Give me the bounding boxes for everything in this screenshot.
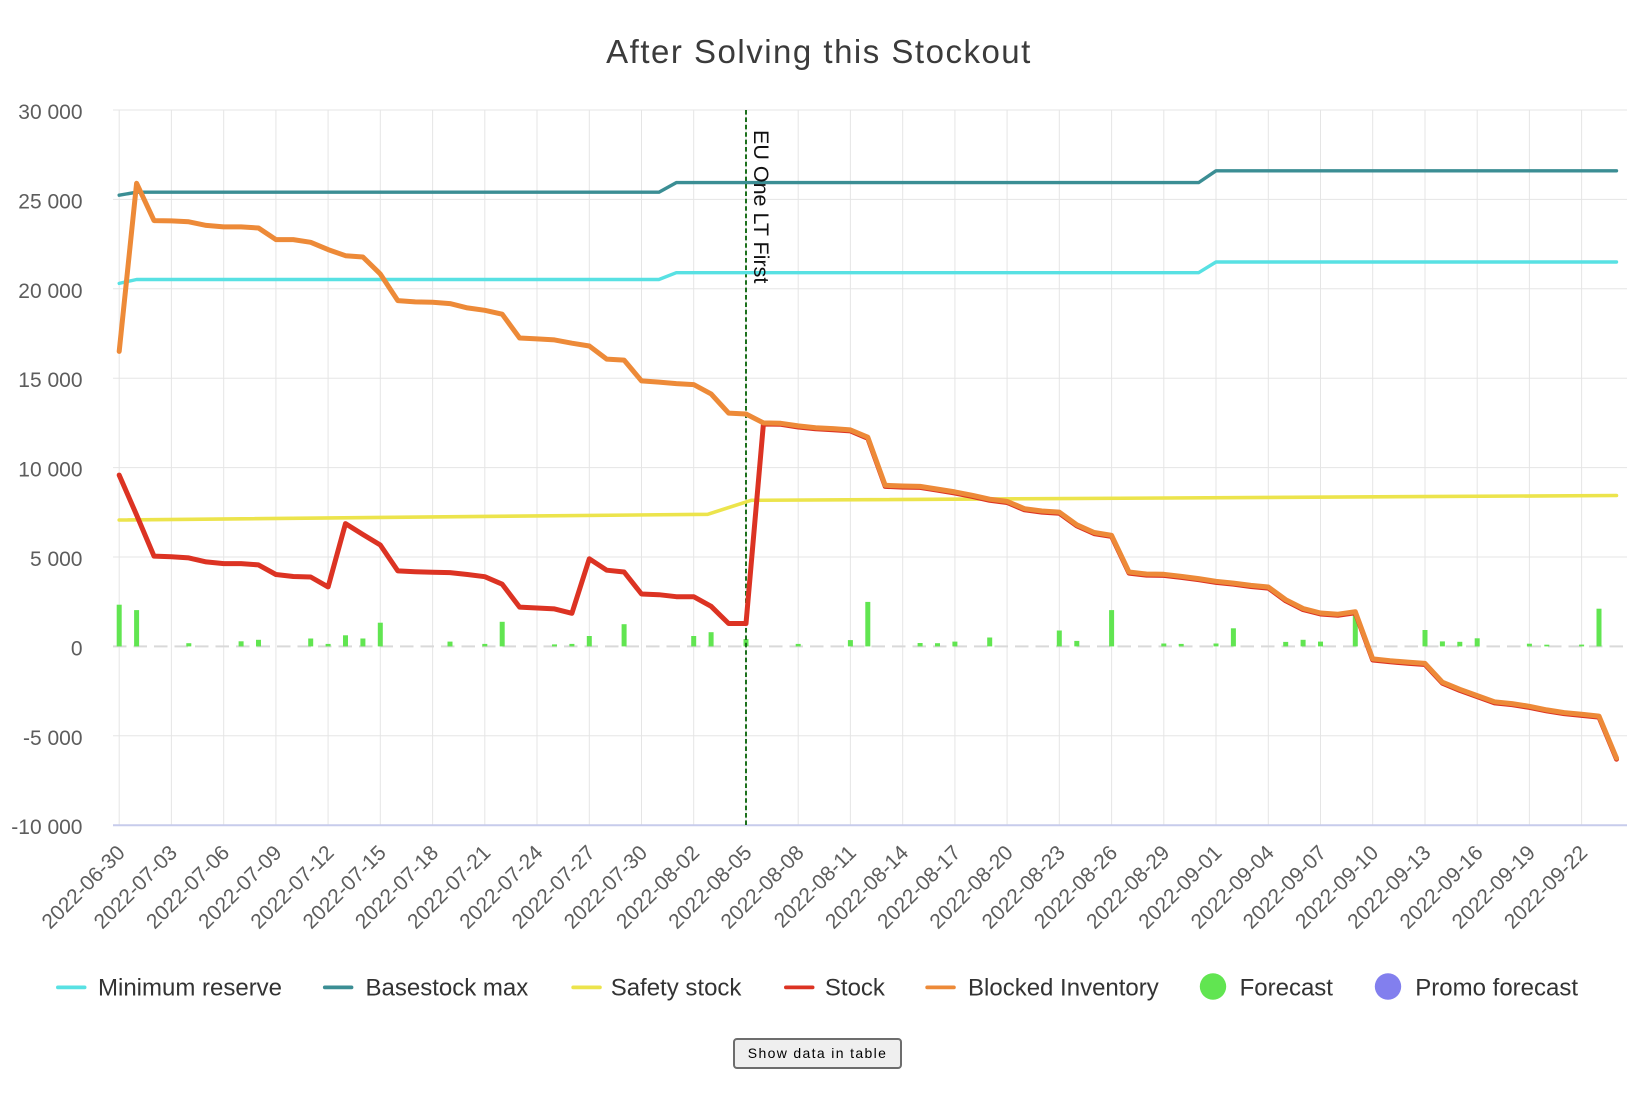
svg-text:Minimum reserve: Minimum reserve bbox=[98, 975, 282, 1002]
svg-text:Basestock max: Basestock max bbox=[366, 975, 529, 1002]
svg-text:5 000: 5 000 bbox=[30, 548, 83, 571]
svg-text:Safety stock: Safety stock bbox=[611, 975, 743, 1002]
svg-text:Promo forecast: Promo forecast bbox=[1415, 975, 1578, 1002]
svg-text:-5 000: -5 000 bbox=[23, 727, 83, 750]
svg-text:25 000: 25 000 bbox=[18, 190, 82, 213]
svg-text:Stock: Stock bbox=[825, 975, 886, 1002]
svg-text:20 000: 20 000 bbox=[18, 280, 82, 303]
svg-text:0: 0 bbox=[71, 637, 83, 660]
svg-text:-10 000: -10 000 bbox=[11, 816, 82, 839]
svg-text:10 000: 10 000 bbox=[18, 459, 82, 482]
svg-text:30 000: 30 000 bbox=[18, 101, 82, 124]
svg-text:Forecast: Forecast bbox=[1240, 975, 1334, 1002]
svg-text:After Solving this Stockout: After Solving this Stockout bbox=[606, 33, 1032, 70]
svg-text:15 000: 15 000 bbox=[18, 369, 82, 392]
svg-text:Blocked Inventory: Blocked Inventory bbox=[968, 975, 1159, 1002]
svg-text:EU One LT First: EU One LT First bbox=[749, 130, 773, 283]
